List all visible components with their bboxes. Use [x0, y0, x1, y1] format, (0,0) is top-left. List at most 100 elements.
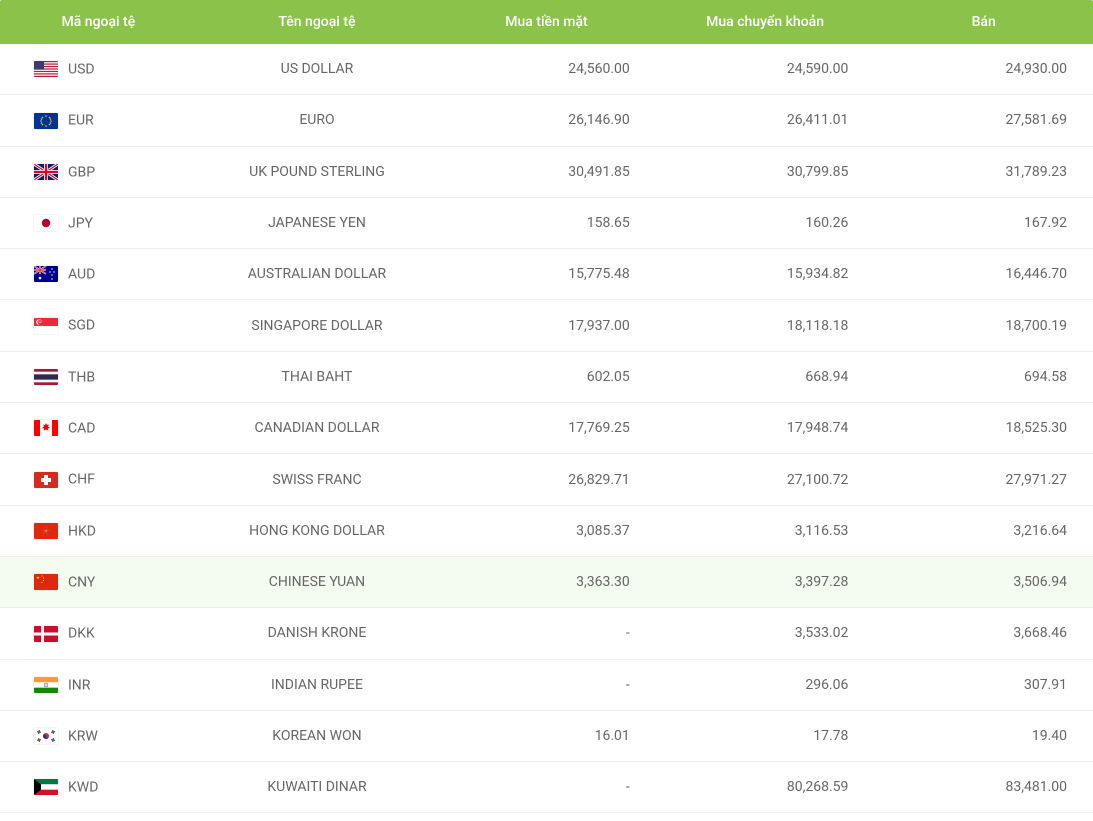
currency-code: KRW: [68, 728, 98, 744]
cell-code: GBP: [0, 146, 197, 197]
th-sell: Bán: [874, 0, 1093, 44]
cell-code: EUR: [0, 95, 197, 146]
cell-sell: 83,481.00: [874, 762, 1093, 813]
cell-buy-cash: 158.65: [437, 197, 656, 248]
table-row[interactable]: JPYJAPANESE YEN158.65160.26167.92: [0, 197, 1093, 248]
th-flag-icon: [34, 369, 58, 385]
currency-code: CHF: [68, 472, 95, 488]
currency-code: INR: [68, 677, 90, 693]
th-buy-cash: Mua tiền mặt: [437, 0, 656, 44]
table-row[interactable]: GBP UK POUND STERLING30,491.8530,799.8531…: [0, 146, 1093, 197]
cell-buy-cash: 602.05: [437, 351, 656, 402]
sg-flag-icon: [34, 318, 58, 334]
cell-name: UK POUND STERLING: [197, 146, 437, 197]
cell-code: KRW: [0, 710, 197, 761]
ca-flag-icon: [34, 420, 58, 436]
cell-name: KOREAN WON: [197, 710, 437, 761]
cell-buy-cash: -: [437, 659, 656, 710]
cell-buy-xfer: 3,397.28: [656, 556, 875, 607]
cell-buy-xfer: 3,116.53: [656, 505, 875, 556]
cell-buy-cash: 17,937.00: [437, 300, 656, 351]
cell-sell: 694.58: [874, 351, 1093, 402]
currency-code: SGD: [68, 318, 95, 334]
jp-flag-icon: [34, 215, 58, 231]
table-row[interactable]: CNYCHINESE YUAN3,363.303,397.283,506.94: [0, 556, 1093, 607]
in-flag-icon: [34, 677, 58, 693]
th-name: Tên ngoại tệ: [197, 0, 437, 44]
cell-sell: 19.40: [874, 710, 1093, 761]
currency-code: THB: [68, 369, 95, 385]
cell-buy-xfer: 17.78: [656, 710, 875, 761]
table-row[interactable]: USD US DOLLAR24,560.0024,590.0024,930.00: [0, 44, 1093, 95]
cell-buy-xfer: 27,100.72: [656, 454, 875, 505]
currency-code: CAD: [68, 420, 95, 436]
table-row[interactable]: AUDAUSTRALIAN DOLLAR15,775.4815,934.8216…: [0, 249, 1093, 300]
table-row[interactable]: INRINDIAN RUPEE-296.06307.91: [0, 659, 1093, 710]
table-row[interactable]: HKDHONG KONG DOLLAR3,085.373,116.533,216…: [0, 505, 1093, 556]
cell-buy-xfer: 30,799.85: [656, 146, 875, 197]
table-row[interactable]: EUREURO26,146.9026,411.0127,581.69: [0, 95, 1093, 146]
cell-buy-xfer: 15,934.82: [656, 249, 875, 300]
hk-flag-icon: [34, 523, 58, 539]
cell-code: USD: [0, 44, 197, 95]
cell-code: CHF: [0, 454, 197, 505]
cell-buy-xfer: 17,948.74: [656, 403, 875, 454]
cell-buy-cash: 26,829.71: [437, 454, 656, 505]
cell-buy-xfer: 24,590.00: [656, 44, 875, 95]
cell-name: SINGAPORE DOLLAR: [197, 300, 437, 351]
gb-flag-icon: [34, 164, 58, 180]
cell-name: US DOLLAR: [197, 44, 437, 95]
cell-buy-cash: -: [437, 608, 656, 659]
cell-buy-cash: 30,491.85: [437, 146, 656, 197]
cell-code: SGD: [0, 300, 197, 351]
table-row[interactable]: DKKDANISH KRONE-3,533.023,668.46: [0, 608, 1093, 659]
cn-flag-icon: [34, 574, 58, 590]
cell-buy-cash: 26,146.90: [437, 95, 656, 146]
cell-sell: 24,930.00: [874, 44, 1093, 95]
table-row[interactable]: SGDSINGAPORE DOLLAR17,937.0018,118.1818,…: [0, 300, 1093, 351]
cell-buy-xfer: 296.06: [656, 659, 875, 710]
cell-buy-xfer: 668.94: [656, 351, 875, 402]
cell-code: CAD: [0, 403, 197, 454]
cell-buy-xfer: 26,411.01: [656, 95, 875, 146]
cell-sell: 31,789.23: [874, 146, 1093, 197]
cell-code: JPY: [0, 197, 197, 248]
cell-buy-cash: 15,775.48: [437, 249, 656, 300]
cell-code: DKK: [0, 608, 197, 659]
cell-sell: 3,216.64: [874, 505, 1093, 556]
cell-sell: 3,506.94: [874, 556, 1093, 607]
cell-buy-cash: 17,769.25: [437, 403, 656, 454]
currency-code: AUD: [68, 266, 95, 282]
dk-flag-icon: [34, 626, 58, 642]
table-row[interactable]: CADCANADIAN DOLLAR17,769.2517,948.7418,5…: [0, 403, 1093, 454]
table-row[interactable]: THB THAI BAHT602.05668.94694.58: [0, 351, 1093, 402]
cell-sell: 27,971.27: [874, 454, 1093, 505]
cell-buy-cash: -: [437, 762, 656, 813]
table-row[interactable]: KWDKUWAITI DINAR-80,268.5983,481.00: [0, 762, 1093, 813]
cell-buy-cash: 24,560.00: [437, 44, 656, 95]
cell-code: KWD: [0, 762, 197, 813]
cell-name: CHINESE YUAN: [197, 556, 437, 607]
cell-code: INR: [0, 659, 197, 710]
currency-code: KWD: [68, 779, 98, 795]
cell-buy-cash: 16.01: [437, 710, 656, 761]
cell-name: AUSTRALIAN DOLLAR: [197, 249, 437, 300]
cell-name: THAI BAHT: [197, 351, 437, 402]
cell-code: AUD: [0, 249, 197, 300]
kw-flag-icon: [34, 779, 58, 795]
cell-sell: 167.92: [874, 197, 1093, 248]
cell-buy-xfer: 80,268.59: [656, 762, 875, 813]
currency-code: CNY: [68, 574, 95, 590]
table-row[interactable]: KRW KOREAN WON16.0117.7819.40: [0, 710, 1093, 761]
cell-buy-xfer: 160.26: [656, 197, 875, 248]
currency-code: USD: [68, 61, 95, 77]
table-row[interactable]: CHFSWISS FRANC26,829.7127,100.7227,971.2…: [0, 454, 1093, 505]
exchange-rate-table: Mã ngoại tệ Tên ngoại tệ Mua tiền mặt Mu…: [0, 0, 1093, 813]
cell-code: CNY: [0, 556, 197, 607]
currency-code: GBP: [68, 164, 95, 180]
currency-code: HKD: [68, 523, 96, 539]
cell-name: CANADIAN DOLLAR: [197, 403, 437, 454]
us-flag-icon: [34, 61, 58, 77]
th-buy-xfer: Mua chuyển khoản: [656, 0, 875, 44]
table-body: USDUS DOLLAR24,560.0024,590.0024,930.00E…: [0, 44, 1093, 813]
